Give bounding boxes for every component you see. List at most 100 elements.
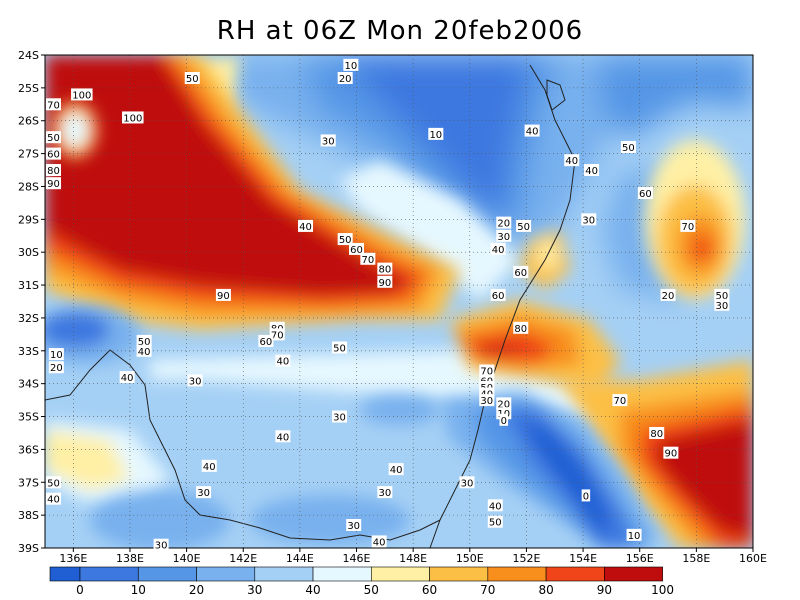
contour-label-bg — [122, 111, 144, 124]
contour-label-bg — [275, 354, 291, 367]
colorbar-swatch — [545, 566, 605, 582]
contour-label-bg — [269, 328, 285, 341]
longitude-axis: 136E 138E 140E 142E 144E 146E 148E 150E 152E 154E… — [59, 548, 767, 565]
lat-tick-label: 35S — [18, 411, 39, 424]
lon-tick-label: 142E — [229, 552, 257, 565]
contour-label: 50 — [489, 518, 502, 529]
contour-label-bg — [487, 515, 503, 528]
contour-label: 0 — [501, 416, 507, 427]
contour-label: 90 — [378, 278, 391, 289]
lat-tick-label: 32S — [18, 312, 39, 325]
contour-label-bg — [45, 147, 61, 160]
map-title: RH at 06Z Mon 20feb2006 — [216, 16, 584, 46]
colorbar-label: 80 — [538, 583, 553, 597]
contour-label-bg — [153, 538, 169, 551]
contour-label-bg — [612, 394, 628, 407]
contour-label-bg — [275, 430, 291, 443]
contour-label-bg — [45, 131, 61, 144]
contour-label: 60 — [639, 189, 652, 200]
contour-label: 40 — [565, 156, 578, 167]
contour-label-bg — [215, 288, 231, 301]
lon-tick-label: 160E — [739, 552, 767, 565]
contour-label-bg — [337, 233, 353, 246]
contour-label: 40 — [138, 347, 151, 358]
contour-label-bg — [660, 288, 676, 301]
contour-label: 30 — [333, 413, 346, 424]
contour-label: 100 — [123, 113, 142, 124]
contour-label: 10 — [628, 531, 641, 542]
colorbar-swatch — [137, 566, 197, 582]
contour-label-bg — [71, 88, 93, 101]
colorbar-swatch — [312, 566, 372, 582]
colorbar-label: 100 — [651, 583, 674, 597]
contour-label-bg — [649, 426, 665, 439]
contour-label-bg — [513, 321, 529, 334]
contour-label: 0 — [583, 491, 589, 502]
contour-label-bg — [45, 177, 61, 190]
contour-label-bg — [184, 72, 200, 85]
contour-label: 70 — [480, 367, 493, 378]
lon-tick-label: 148E — [399, 552, 427, 565]
colorbar-swatch — [371, 566, 430, 582]
contour-label: 50 — [138, 337, 151, 348]
contour-label: 40 — [277, 357, 290, 368]
contour-label: 50 — [47, 478, 60, 489]
lat-tick-label: 24S — [18, 49, 39, 62]
contour-label-bg — [496, 397, 512, 410]
colorbar-label: 50 — [364, 583, 379, 597]
contour-label-bg — [496, 216, 512, 229]
contour-label: 50 — [186, 74, 199, 85]
lat-tick-label: 33S — [18, 345, 39, 358]
lon-tick-label: 156E — [626, 552, 654, 565]
coastline — [45, 64, 576, 548]
contour-label: 30 — [155, 541, 168, 552]
contour-label-bg — [346, 518, 362, 531]
lon-tick-label: 138E — [116, 552, 144, 565]
contour-label-bg — [196, 486, 212, 499]
contour-label: 90 — [665, 449, 678, 460]
contour-label: 20 — [497, 219, 510, 230]
contour-label: 90 — [217, 291, 230, 302]
contour-label-bg — [48, 348, 64, 361]
contour-label: 40 — [526, 127, 539, 138]
contour-label: 50 — [517, 222, 530, 233]
contour-label-bg — [499, 413, 509, 426]
contour-label-bg — [714, 288, 730, 301]
contour-label-bg — [332, 410, 348, 423]
contour-label-bg — [377, 486, 393, 499]
lat-tick-label: 31S — [18, 279, 39, 292]
lat-tick-label: 27S — [18, 148, 39, 161]
contour-label-bg — [714, 298, 730, 311]
contour-label: 40 — [390, 465, 403, 476]
contour-label-bg — [626, 528, 642, 541]
contour-label: 40 — [121, 373, 134, 384]
contour-label: 60 — [47, 150, 60, 161]
contour-label-bg — [45, 492, 61, 505]
contour-label-bg — [45, 164, 61, 177]
contour-label: 80 — [47, 166, 60, 177]
contour-label: 20 — [497, 399, 510, 410]
lat-tick-label: 38S — [18, 509, 39, 522]
colorbar-swatch — [487, 566, 547, 582]
lat-tick-label: 25S — [18, 82, 39, 95]
lon-tick-label: 152E — [512, 552, 540, 565]
colorbar-swatch — [196, 566, 256, 582]
contour-label-bg — [487, 499, 503, 512]
lat-tick-label: 30S — [18, 246, 39, 259]
lon-tick-label: 158E — [682, 552, 710, 565]
contour-label: 20 — [50, 363, 63, 374]
contour-label: 40 — [277, 432, 290, 443]
contour-label: 80 — [514, 324, 527, 335]
contour-label-bg — [343, 58, 359, 71]
contour-label-bg — [136, 334, 152, 347]
contour-label: 30 — [582, 215, 595, 226]
colorbar-swatch — [49, 566, 81, 582]
contour-label-bg — [320, 134, 336, 147]
colorbar-swatch — [79, 566, 139, 582]
contour-label-bg — [680, 219, 696, 232]
lon-tick-label: 154E — [569, 552, 597, 565]
contour-label-bg — [136, 344, 152, 357]
contour-label-bg — [377, 275, 393, 288]
lon-tick-label: 150E — [456, 552, 484, 565]
